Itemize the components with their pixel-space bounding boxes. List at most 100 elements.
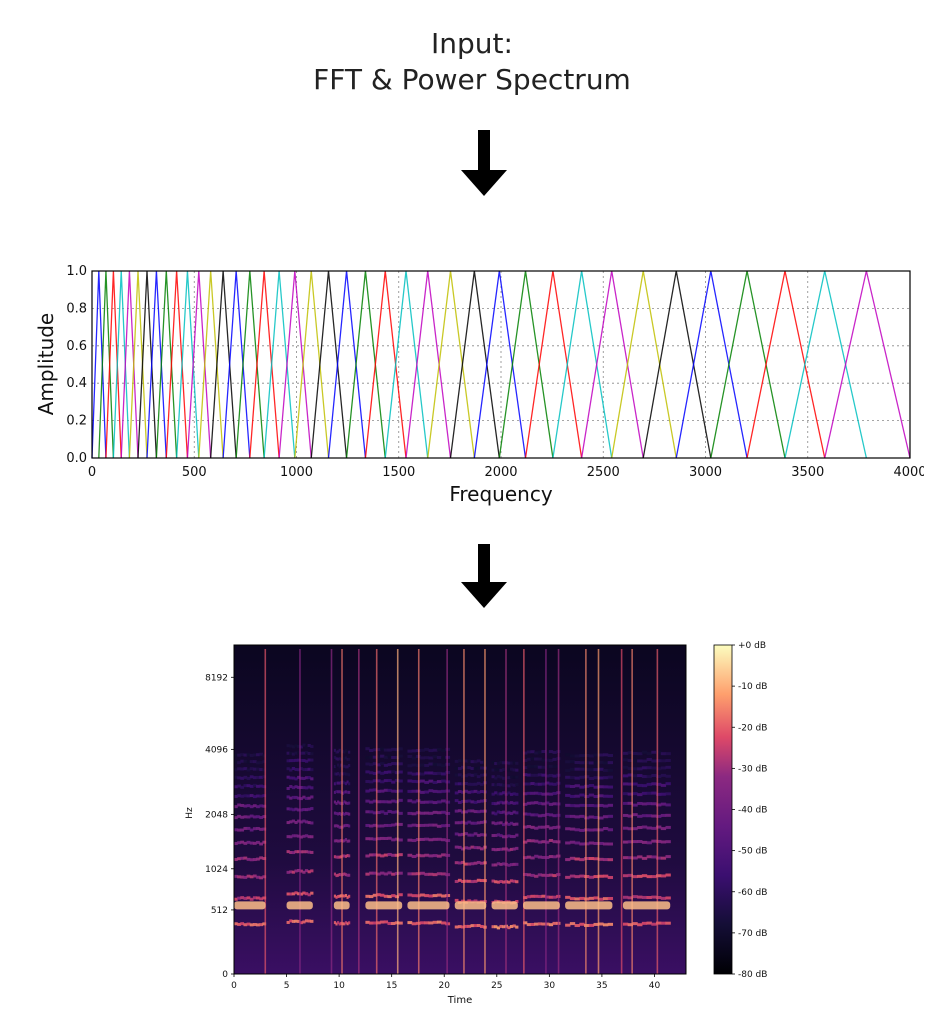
x-tick-label: 500 — [182, 465, 207, 480]
harmonic-band — [341, 757, 344, 761]
harmonic-band — [499, 775, 503, 779]
harmonic-band — [246, 768, 251, 772]
harmonic-band — [598, 794, 604, 798]
harmonic-band — [259, 752, 263, 756]
harmonic-band — [343, 790, 346, 794]
harmonic-band — [338, 872, 341, 876]
harmonic-band — [646, 802, 652, 806]
harmonic-band — [569, 754, 576, 758]
harmonic-band — [348, 873, 351, 877]
y-axis-label: Hz — [185, 807, 195, 819]
harmonic-band — [411, 855, 417, 859]
harmonic-band — [428, 811, 434, 815]
colorbar-tick-label: -30 dB — [738, 764, 767, 774]
harmonic-band — [602, 842, 609, 846]
harmonic-band — [473, 800, 478, 804]
harmonic-band — [641, 814, 648, 818]
harmonic-band — [641, 791, 648, 795]
harmonic-band — [651, 759, 657, 763]
harmonic-band — [479, 773, 484, 777]
harmonic-band — [537, 814, 543, 818]
harmonic-band — [341, 839, 344, 843]
harmonic-band — [537, 873, 543, 877]
harmonic-band — [509, 811, 514, 815]
harmonic-band — [473, 846, 478, 850]
harmonic-band — [383, 770, 389, 774]
harmonic-band — [579, 814, 585, 818]
harmonic-band — [299, 835, 303, 839]
harmonic-band — [407, 872, 413, 876]
harmonic-band — [541, 894, 546, 898]
harmonic-band — [338, 757, 341, 761]
harmonic-band — [310, 795, 314, 799]
harmonic-band — [507, 761, 511, 765]
harmonic-band — [297, 892, 301, 896]
harmonic-band — [372, 921, 378, 925]
harmonic-band — [622, 801, 629, 805]
harmonic-band — [411, 872, 417, 876]
harmonic-band — [291, 834, 296, 838]
harmonic-band — [424, 790, 430, 794]
harmonic-band — [565, 760, 571, 764]
harmonic-band — [432, 854, 438, 858]
harmonic-band — [499, 924, 503, 928]
harmonic-band — [407, 779, 413, 783]
harmonic-band — [383, 763, 389, 767]
harmonic-band — [299, 767, 303, 771]
harmonic-band — [534, 826, 539, 830]
harmonic-band — [457, 759, 462, 763]
harmonic-band — [369, 763, 374, 767]
harmonic-band — [526, 764, 532, 768]
harmonic-band — [307, 744, 311, 748]
harmonic-band — [383, 748, 389, 752]
harmonic-band — [530, 764, 535, 768]
y-tick-label: 2048 — [205, 810, 228, 820]
y-tick-label: 0.2 — [66, 414, 87, 429]
harmonic-band — [665, 921, 671, 925]
harmonic-band — [380, 747, 385, 751]
harmonic-band — [545, 895, 550, 899]
harmonic-band — [376, 789, 381, 793]
harmonic-band — [526, 825, 532, 829]
harmonic-band — [380, 800, 385, 804]
harmonic-band — [651, 922, 657, 926]
harmonic-band — [291, 795, 296, 799]
harmonic-band — [304, 808, 309, 812]
harmonic-band — [651, 766, 657, 770]
harmonic-band — [291, 870, 296, 874]
harmonic-band — [537, 825, 543, 829]
harmonic-band — [541, 840, 546, 844]
harmonic-band — [534, 839, 539, 843]
harmonic-band — [252, 804, 257, 808]
harmonic-band — [552, 840, 557, 844]
harmonic-band — [337, 800, 340, 804]
harmonic-band — [302, 743, 306, 747]
harmonic-band — [365, 810, 370, 814]
harmonic-band — [259, 876, 263, 880]
harmonic-band — [372, 755, 378, 759]
title-line-1: Input: — [431, 27, 513, 60]
harmonic-band — [534, 773, 539, 777]
harmonic-band — [376, 921, 381, 925]
harmonic-band — [454, 759, 459, 763]
harmonic-band — [441, 772, 446, 776]
harmonic-band — [441, 853, 446, 857]
harmonic-band — [552, 814, 557, 818]
x-tick-labels: 0 5 10 15 20 25 30 35 40 — [231, 974, 660, 991]
harmonic-band — [387, 779, 392, 783]
harmonic-band — [534, 854, 539, 858]
harmonic-band — [509, 792, 514, 796]
harmonic-band — [343, 894, 346, 898]
harmonic-band — [593, 922, 599, 926]
harmonic-band — [602, 923, 609, 927]
harmonic-band — [237, 875, 241, 879]
harmonic-band — [344, 811, 348, 815]
harmonic-band — [622, 895, 629, 899]
onset-streak — [463, 649, 465, 974]
harmonic-band — [467, 833, 472, 837]
harmonic-band — [665, 855, 671, 859]
harmonic-band — [369, 824, 374, 828]
harmonic-band — [310, 768, 314, 772]
harmonic-band — [338, 811, 341, 815]
harmonic-band — [579, 761, 585, 765]
